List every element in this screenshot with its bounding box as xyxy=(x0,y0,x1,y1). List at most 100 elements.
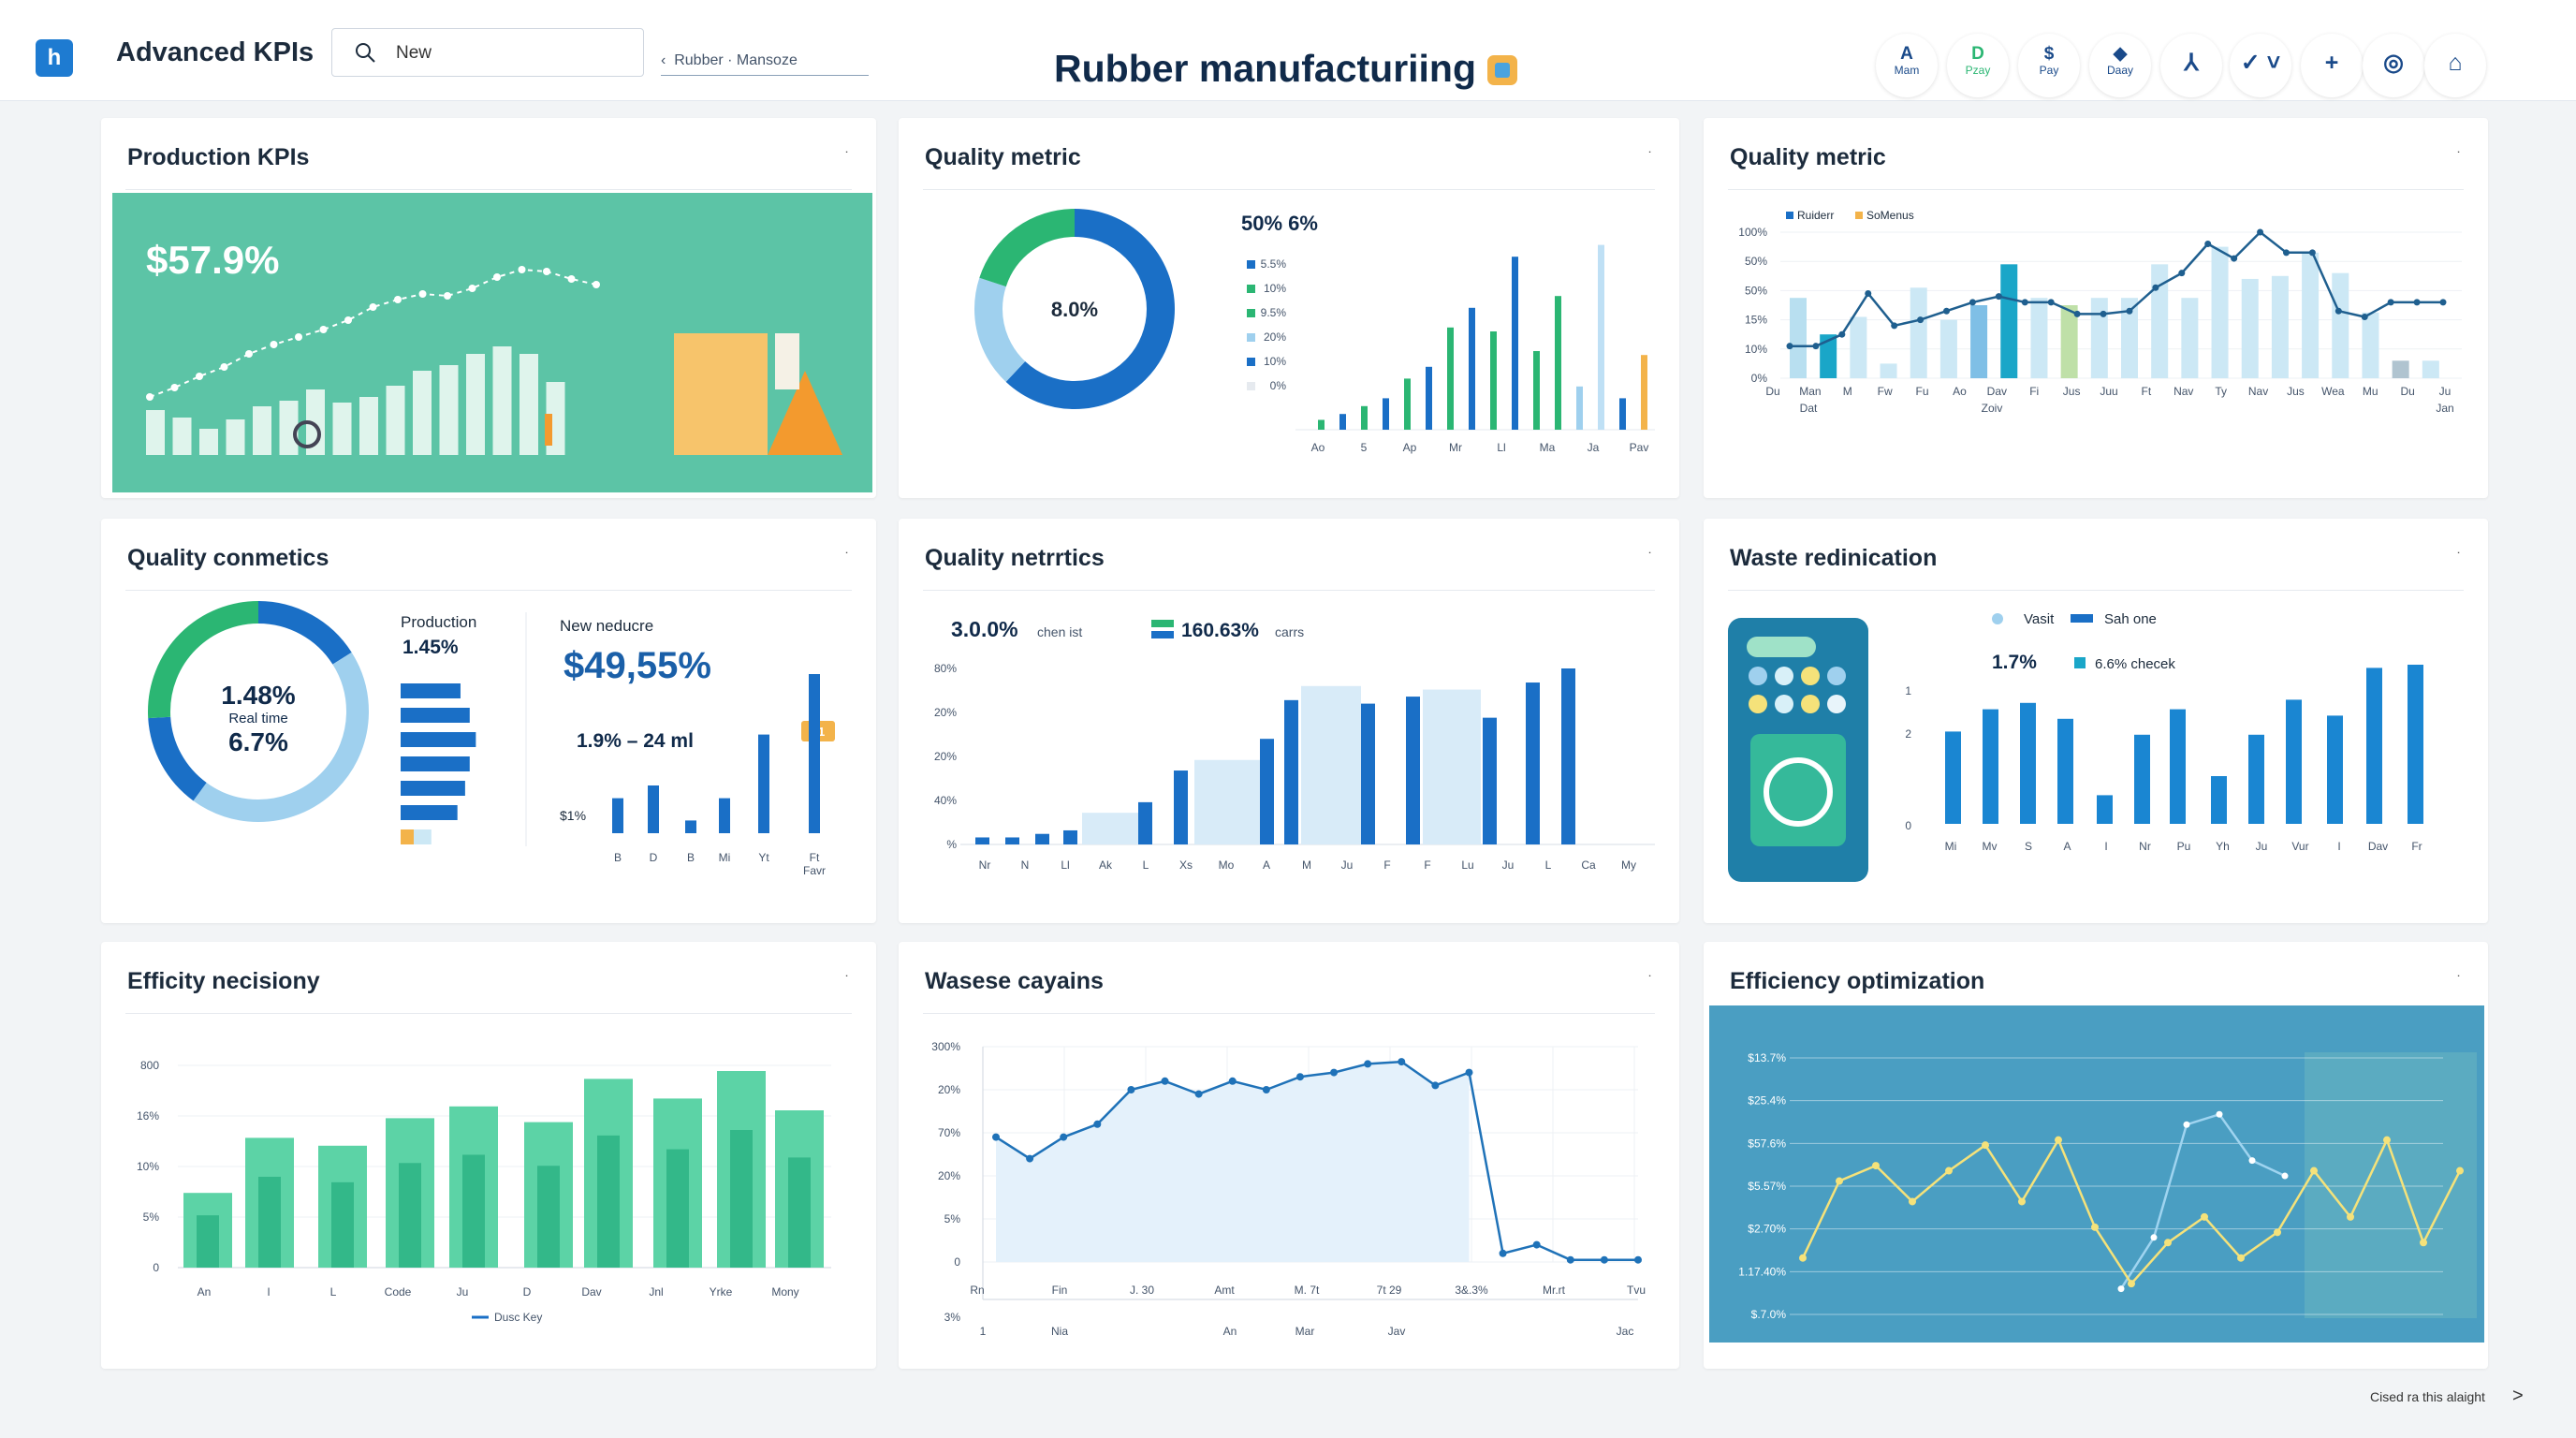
page-title: Rubber manufacturiing xyxy=(1054,47,1518,91)
bar xyxy=(253,406,271,455)
bar xyxy=(1970,305,1988,378)
gear-icon xyxy=(293,420,321,448)
toolbar-button-7[interactable]: ◎ xyxy=(2363,34,2424,97)
axis-label: carrs xyxy=(1275,624,1304,639)
toolbar-button-0[interactable]: A Mam xyxy=(1876,34,1938,97)
home-icon: ⌂ xyxy=(2448,50,2463,76)
line-point xyxy=(1969,299,1976,306)
axis-label: Dav xyxy=(2368,840,2388,853)
bar xyxy=(359,397,378,455)
card-menu-icon[interactable]: ˙ xyxy=(844,974,850,990)
bar xyxy=(2271,275,2289,378)
series-line xyxy=(995,1060,1638,1261)
search-input[interactable]: New xyxy=(331,28,644,77)
axis-label: 1.48% xyxy=(221,681,295,710)
line-point xyxy=(1398,1058,1406,1066)
efficiency-optimization-chart: $13.7% $25.4% $57.6% $5.57% $2.70% 1.17.40% $.… xyxy=(1709,1005,2484,1343)
axis-label: Lu xyxy=(1461,858,1473,872)
axis-label: Nr xyxy=(2139,840,2151,853)
axis-label: An xyxy=(198,1285,212,1299)
legend-swatch xyxy=(1992,613,2003,624)
card-menu-icon[interactable]: ˙ xyxy=(844,150,850,166)
line-point xyxy=(2274,1228,2281,1237)
bar xyxy=(2097,795,2113,824)
card-menu-icon[interactable]: ˙ xyxy=(2456,550,2462,566)
axis-label: Ty xyxy=(2215,385,2227,398)
bar xyxy=(2408,665,2423,824)
toolbar-button-6[interactable]: + xyxy=(2301,34,2363,97)
axis-label: M xyxy=(1302,858,1311,872)
axis-label: D xyxy=(523,1285,532,1299)
card-menu-icon[interactable]: ˙ xyxy=(844,550,850,566)
toolbar-button-3[interactable]: ◆ Daay xyxy=(2089,34,2151,97)
axis-label: Tvu xyxy=(1627,1284,1646,1297)
trend-point xyxy=(196,373,203,380)
axis-label: Ll xyxy=(1061,858,1069,872)
axis-label: I xyxy=(2337,840,2340,853)
axis-label: Rn xyxy=(970,1284,984,1297)
legend-swatch xyxy=(1247,309,1255,317)
axis-label: Yt xyxy=(758,851,769,864)
trend-point xyxy=(170,384,179,391)
line-point xyxy=(2117,1285,2125,1293)
axis-label: Mi xyxy=(719,851,731,864)
bar xyxy=(2134,734,2150,824)
line-point xyxy=(2126,307,2133,315)
axis-label: 9.5% xyxy=(1261,306,1287,319)
card-menu-icon[interactable]: ˙ xyxy=(1647,974,1653,990)
axis-label: 0% xyxy=(1751,372,1768,385)
area-fill xyxy=(996,1062,1470,1262)
line-point xyxy=(2047,299,2055,306)
divider xyxy=(1728,189,2464,190)
footer-link[interactable]: Cised ra this alaight xyxy=(2370,1389,2485,1404)
bar-inner xyxy=(462,1154,485,1268)
toolbar-button-8[interactable]: ⌂ xyxy=(2424,34,2486,97)
card-menu-icon[interactable]: ˙ xyxy=(1647,150,1653,166)
bar xyxy=(2248,734,2264,824)
line-point xyxy=(2073,310,2081,317)
line-point xyxy=(2152,284,2159,291)
axis-label: Real time xyxy=(228,711,287,726)
bar xyxy=(2392,360,2409,378)
legend-swatch xyxy=(1247,382,1255,390)
crates-icon xyxy=(674,333,768,455)
axis-label: 50% xyxy=(1745,284,1767,297)
card-menu-icon[interactable]: ˙ xyxy=(1647,550,1653,566)
axis-label: Ju xyxy=(457,1285,469,1299)
line-point xyxy=(2383,1136,2391,1144)
bar xyxy=(2327,715,2343,824)
line-point xyxy=(1532,1240,1541,1249)
axis-label: 5.5% xyxy=(1261,257,1287,271)
breadcrumb[interactable]: ‹ Rubber · Mansoze xyxy=(661,52,869,76)
app-title: Advanced KPIs xyxy=(116,37,315,67)
card-quality-conmetics: Quality conmetics ˙ 1.48% Real time 6.7% Pr… xyxy=(101,519,876,923)
line-point xyxy=(2456,1167,2464,1175)
toolbar-button-2[interactable]: $ Pay xyxy=(2018,34,2080,97)
toolbar-button-5[interactable]: ✓ ˅ xyxy=(2230,34,2291,97)
line-point xyxy=(1600,1255,1608,1264)
bar xyxy=(2121,298,2138,378)
axis-label: 20% xyxy=(934,706,957,719)
chevron-right-icon[interactable]: > xyxy=(2512,1386,2524,1406)
bar xyxy=(1194,759,1269,844)
axis-label: Ju xyxy=(2256,840,2268,853)
line-point xyxy=(2308,249,2316,257)
bar xyxy=(146,410,165,455)
card-menu-icon[interactable]: ˙ xyxy=(2456,150,2462,166)
bar xyxy=(612,798,623,833)
card-production-kpis: Production KPIs ˙ $57.9% xyxy=(101,118,876,498)
bar-inner xyxy=(537,1166,560,1268)
bar xyxy=(1284,699,1298,844)
line-point xyxy=(2282,249,2290,257)
toolbar-button-4[interactable]: ⅄ xyxy=(2160,34,2222,97)
app-logo-icon[interactable]: h xyxy=(36,39,73,77)
axis-label: 1.9% – 24 ml xyxy=(577,730,694,752)
bar xyxy=(2060,305,2078,378)
bar xyxy=(1555,296,1561,430)
bar xyxy=(1512,257,1518,430)
axis-label: 20% xyxy=(938,1169,960,1182)
toolbar-button-1[interactable]: D Pzay xyxy=(1947,34,2009,97)
axis-label: Juu xyxy=(2100,385,2117,398)
clock-icon: ◎ xyxy=(2383,50,2404,76)
card-menu-icon[interactable]: ˙ xyxy=(2456,974,2462,990)
